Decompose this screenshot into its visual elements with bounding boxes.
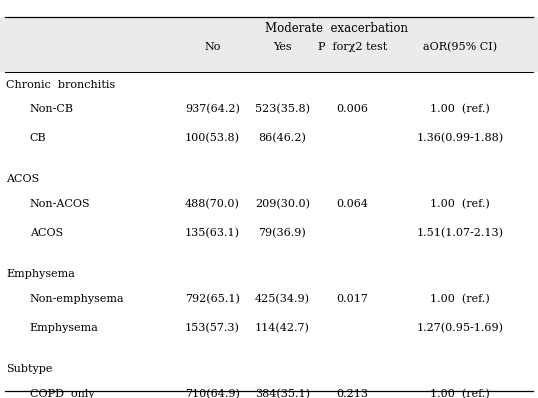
Text: No: No: [204, 42, 221, 52]
Text: 114(42.7): 114(42.7): [255, 323, 310, 333]
Text: 0.017: 0.017: [336, 294, 369, 304]
Text: 488(70.0): 488(70.0): [185, 199, 240, 209]
Text: Subtype: Subtype: [6, 364, 53, 374]
Text: 153(57.3): 153(57.3): [185, 323, 240, 333]
Text: 1.00  (ref.): 1.00 (ref.): [430, 388, 490, 398]
Text: 0.213: 0.213: [336, 388, 369, 398]
Text: ACOS: ACOS: [30, 228, 63, 238]
Text: 79(36.9): 79(36.9): [259, 228, 306, 238]
Text: 1.00  (ref.): 1.00 (ref.): [430, 104, 490, 115]
Text: 384(35.1): 384(35.1): [255, 388, 310, 398]
Text: Non-emphysema: Non-emphysema: [30, 294, 124, 304]
Text: 1.27(0.95-1.69): 1.27(0.95-1.69): [416, 323, 504, 333]
Text: 100(53.8): 100(53.8): [185, 133, 240, 144]
Text: Non-CB: Non-CB: [30, 104, 74, 114]
Text: COPD  only: COPD only: [30, 388, 94, 398]
Text: 1.00  (ref.): 1.00 (ref.): [430, 294, 490, 304]
Text: 0.064: 0.064: [336, 199, 369, 209]
Text: 792(65.1): 792(65.1): [185, 294, 240, 304]
Text: Moderate  exacerbation: Moderate exacerbation: [265, 22, 408, 35]
Text: 86(46.2): 86(46.2): [259, 133, 306, 144]
Text: Emphysema: Emphysema: [30, 323, 98, 333]
Text: 1.51(1.07-2.13): 1.51(1.07-2.13): [416, 228, 504, 238]
Text: 523(35.8): 523(35.8): [255, 104, 310, 115]
Text: 135(63.1): 135(63.1): [185, 228, 240, 238]
Text: P  forχ2 test: P forχ2 test: [318, 42, 387, 52]
Text: 0.006: 0.006: [336, 104, 369, 114]
Text: 937(64.2): 937(64.2): [185, 104, 240, 115]
Text: Chronic  bronchitis: Chronic bronchitis: [6, 80, 116, 90]
Text: Non-ACOS: Non-ACOS: [30, 199, 90, 209]
FancyBboxPatch shape: [0, 17, 538, 72]
Text: 1.00  (ref.): 1.00 (ref.): [430, 199, 490, 209]
Text: CB: CB: [30, 133, 46, 143]
Text: 209(30.0): 209(30.0): [255, 199, 310, 209]
Text: aOR(95% CI): aOR(95% CI): [423, 42, 497, 52]
Text: Emphysema: Emphysema: [6, 269, 75, 279]
Text: 1.36(0.99-1.88): 1.36(0.99-1.88): [416, 133, 504, 144]
Text: 425(34.9): 425(34.9): [255, 294, 310, 304]
Text: ACOS: ACOS: [6, 174, 40, 184]
Text: 710(64.9): 710(64.9): [185, 388, 240, 398]
Text: Yes: Yes: [273, 42, 292, 52]
